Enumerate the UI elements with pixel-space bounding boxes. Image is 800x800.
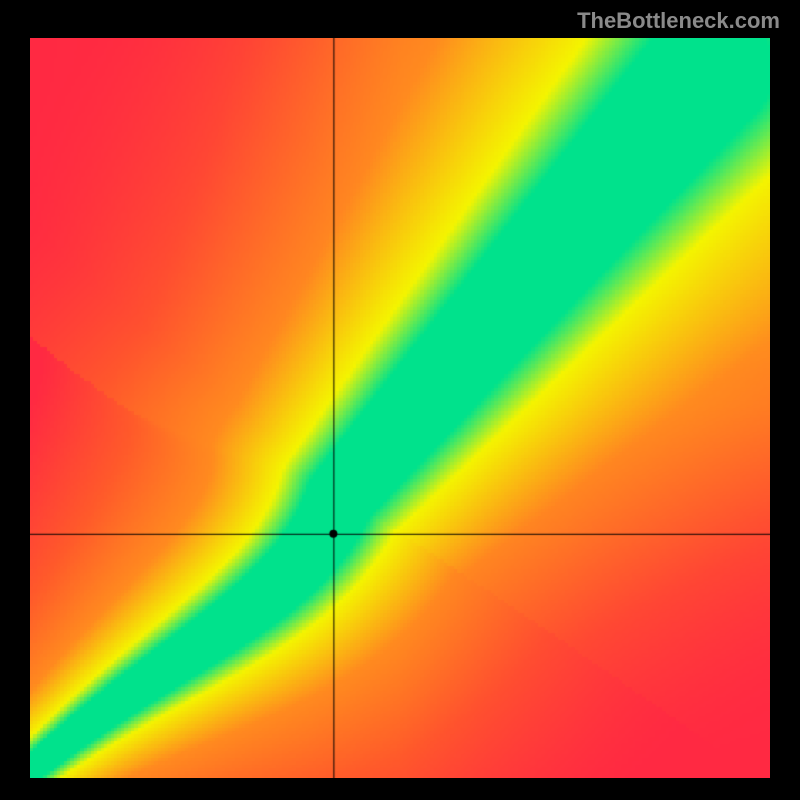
watermark-text: TheBottleneck.com — [577, 8, 780, 34]
chart-container: TheBottleneck.com — [0, 0, 800, 800]
bottleneck-heatmap — [30, 38, 770, 778]
